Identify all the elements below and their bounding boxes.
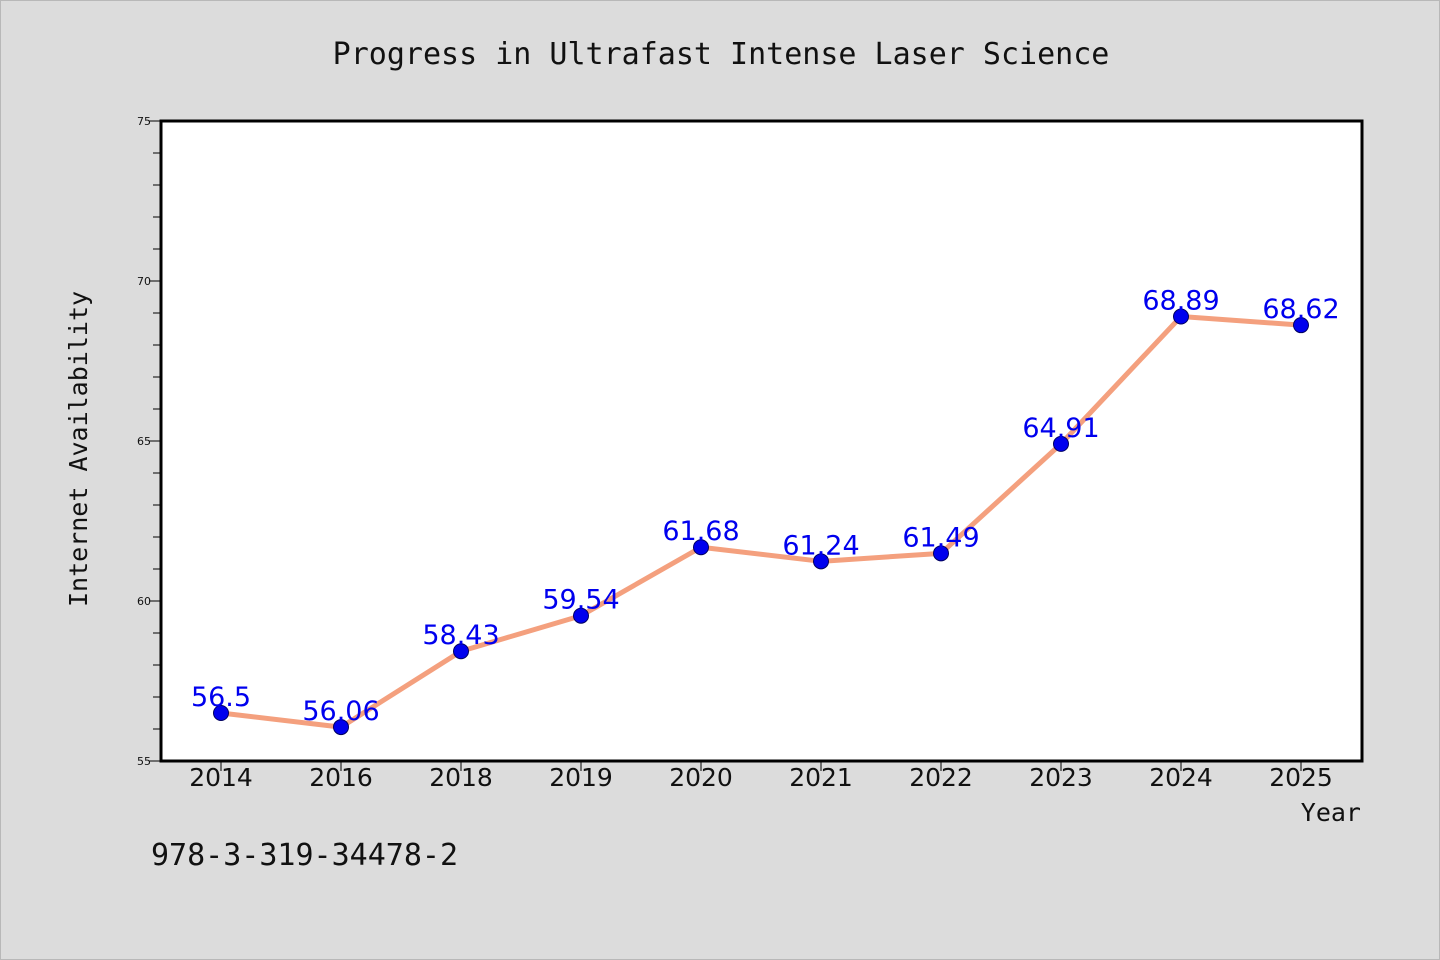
x-tick-label: 2024 [1149,763,1213,792]
y-tick-label: 65 [137,435,151,448]
y-axis: 55 60 65 70 75 [137,115,161,768]
y-axis-label: Internet Availability [64,291,93,607]
data-label: 64.91 [1022,413,1099,444]
y-tick-label: 60 [137,595,151,608]
y-tick-label: 75 [137,115,151,128]
x-tick-label: 2018 [429,763,493,792]
data-point [453,643,469,660]
y-tick-label: 70 [137,275,151,288]
chart-title: Progress in Ultrafast Intense Laser Scie… [333,37,1110,72]
series-layer: 56.5 56.06 58.43 59.54 61.68 61.24 61.49 64.91 6… [191,286,1340,736]
data-label: 59.54 [542,585,619,616]
data-label: 58.43 [422,620,499,651]
data-point [933,545,949,562]
data-label: 68.89 [1142,286,1219,317]
data-point [1293,317,1309,334]
x-axis: 2014 2016 2018 2019 2020 2021 2022 2023 2024 2025 [189,761,1333,792]
data-point [333,719,349,736]
x-tick-label: 2014 [189,763,253,792]
data-label: 56.06 [302,696,379,727]
x-tick-label: 2016 [309,763,373,792]
x-tick-label: 2019 [549,763,613,792]
x-tick-label: 2025 [1269,763,1333,792]
data-label: 56.5 [191,682,251,713]
data-point [573,607,589,624]
data-point [813,553,829,570]
data-point [213,705,229,721]
x-tick-label: 2021 [789,763,853,792]
data-label: 61.49 [902,522,979,553]
plot-area [159,119,1364,763]
data-point [1053,435,1069,452]
data-label: 61.68 [662,516,739,547]
x-axis-label: Year [1301,798,1361,827]
data-point [693,539,709,556]
x-tick-label: 2022 [909,763,973,792]
isbn-footnote: 978-3-319-34478-2 [151,838,458,873]
data-point [1173,308,1189,325]
x-tick-label: 2020 [669,763,733,792]
x-tick-label: 2023 [1029,763,1093,792]
series-line [218,314,1304,730]
data-label: 68.62 [1262,294,1339,325]
data-label: 61.24 [782,530,859,561]
y-tick-label: 55 [137,755,151,768]
